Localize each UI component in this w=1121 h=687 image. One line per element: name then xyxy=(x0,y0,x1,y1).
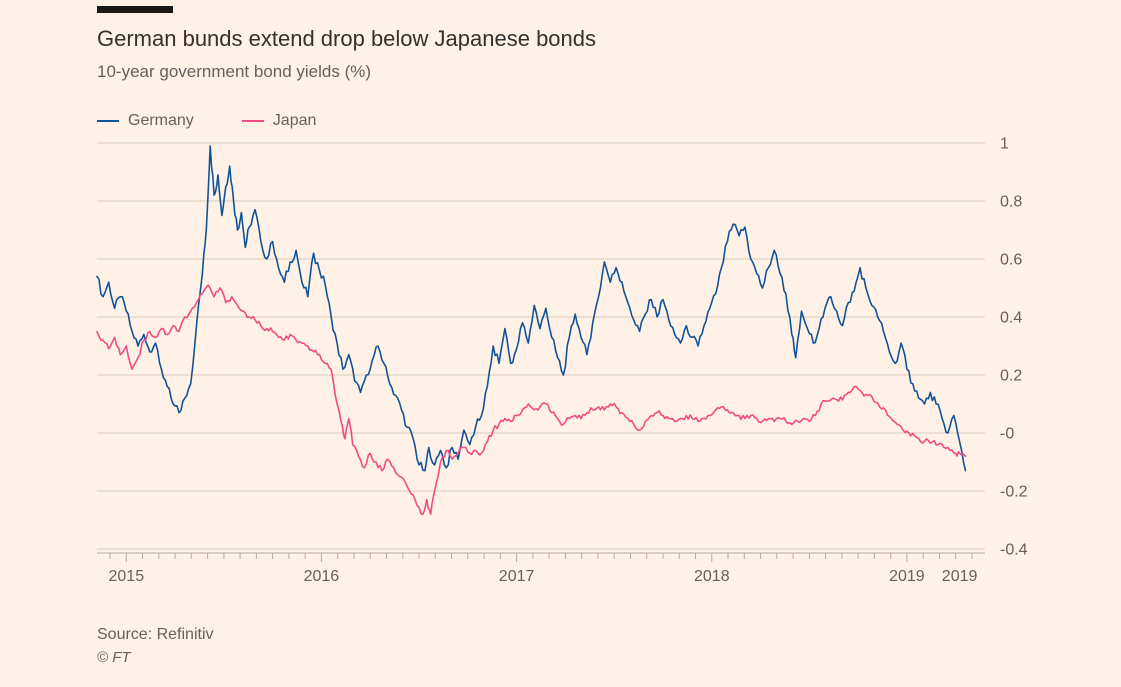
x-tick-label: 2015 xyxy=(109,568,145,585)
x-tick-label: 2017 xyxy=(499,568,535,585)
series-line-japan xyxy=(96,284,967,516)
y-tick-label: 1 xyxy=(1000,136,1009,153)
chart-subtitle: 10-year government bond yields (%) xyxy=(97,62,372,81)
y-tick-label: -0 xyxy=(1000,426,1014,443)
y-tick-label: 0.2 xyxy=(1000,368,1022,385)
legend-swatch-japan xyxy=(241,120,264,122)
x-tick-label: 2016 xyxy=(304,568,340,585)
ft-top-rule xyxy=(97,6,173,13)
legend: Germany Japan xyxy=(97,112,316,130)
y-tick-label: -0.4 xyxy=(1000,542,1028,559)
legend-label: Japan xyxy=(272,112,317,129)
legend-label: Germany xyxy=(128,112,194,129)
y-tick-label: -0.2 xyxy=(1000,484,1028,501)
legend-item-germany: Germany xyxy=(97,112,194,130)
y-tick-label: 0.4 xyxy=(1000,310,1022,327)
legend-item-japan: Japan xyxy=(241,112,317,130)
x-tick-label: 2018 xyxy=(694,568,730,585)
ft-credit: © FT xyxy=(97,649,131,666)
y-tick-label: 0.8 xyxy=(1000,194,1022,211)
legend-swatch-germany xyxy=(97,120,119,122)
source-label: Source: Refinitiv xyxy=(97,626,214,643)
chart-title: German bunds extend drop below Japanese … xyxy=(97,26,597,51)
y-tick-label: 0.6 xyxy=(1000,252,1022,269)
x-tick-label: 2019 xyxy=(889,568,925,585)
series-line-germany xyxy=(96,145,967,472)
x-tick-label: 2019 xyxy=(942,568,978,585)
